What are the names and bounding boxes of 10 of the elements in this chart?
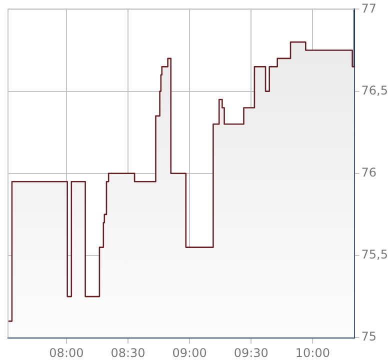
x-tick-label: 08:30	[110, 346, 146, 360]
x-tick-label: 10:00	[295, 346, 330, 360]
x-tick-label: 08:00	[49, 346, 84, 360]
y-tick-label: 76,5	[361, 83, 388, 98]
y-tick-label: 75	[361, 330, 377, 344]
y-tick-label: 77	[361, 1, 377, 16]
y-tick-label: 75,5	[361, 248, 388, 262]
x-tick-label: 09:00	[172, 346, 207, 360]
x-tick-label: 09:30	[234, 346, 268, 360]
y-tick-label: 76	[361, 166, 377, 180]
